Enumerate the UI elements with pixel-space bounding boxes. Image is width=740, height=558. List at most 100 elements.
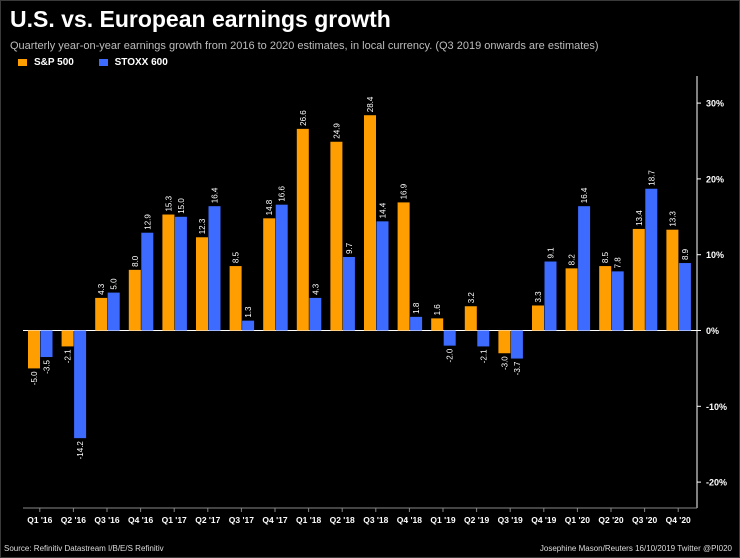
sp500-value-label: 13.3	[668, 211, 677, 227]
source-note: Source: Refinitiv Datastream I/B/E/S Ref…	[4, 544, 164, 553]
x-tick-label: Q1 '16	[27, 515, 52, 525]
sp500-bar	[128, 269, 141, 331]
y-tick-label: -20%	[706, 478, 727, 488]
sp500-bar	[464, 306, 477, 331]
y-tick-label: 20%	[706, 174, 724, 184]
sp500-bar	[565, 268, 578, 331]
stoxx600-value-label: 5.0	[110, 278, 119, 290]
legend: S&P 500 STOXX 600	[18, 57, 190, 69]
sp500-value-label: 3.3	[534, 291, 543, 303]
sp500-value-label: 8.5	[232, 251, 241, 263]
sp500-bar	[196, 237, 208, 331]
sp500-bar	[632, 228, 645, 331]
stoxx600-bar	[342, 256, 355, 331]
sp500-value-label: 1.6	[433, 304, 442, 316]
x-tick-label: Q4 '19	[531, 515, 556, 525]
stoxx600-value-label: -14.2	[76, 441, 85, 460]
stoxx600-value-label: 16.6	[278, 186, 287, 202]
chart-subtitle: Quarterly year-on-year earnings growth f…	[10, 40, 599, 52]
stoxx600-bar	[578, 206, 591, 331]
y-tick-label: -10%	[706, 402, 727, 412]
stoxx600-bar	[74, 330, 87, 439]
stoxx600-bar	[544, 261, 557, 331]
stoxx600-bar	[678, 263, 691, 331]
stoxx600-value-label: 1.8	[412, 302, 421, 314]
sp500-bar	[162, 214, 175, 331]
x-tick-label: Q4 '18	[397, 515, 422, 525]
x-tick-label: Q3 '18	[363, 515, 388, 525]
sp500-value-label: 8.0	[131, 255, 140, 267]
y-tick-label: 30%	[706, 99, 724, 109]
sp500-bar	[599, 266, 612, 331]
chart-title: U.S. vs. European earnings growth	[10, 6, 391, 32]
sp500-value-label: 4.3	[97, 283, 106, 295]
stoxx600-value-label: 4.3	[311, 283, 320, 295]
x-tick-label: Q3 '20	[632, 515, 657, 525]
sp500-value-label: 12.3	[198, 218, 207, 234]
stoxx600-value-label: 18.7	[647, 170, 656, 186]
stoxx600-value-label: 15.0	[177, 198, 186, 214]
stoxx600-bar	[107, 292, 120, 331]
stoxx600-bar	[645, 188, 658, 331]
stoxx600-value-label: 7.8	[614, 257, 623, 269]
sp500-value-label: 13.4	[635, 210, 644, 226]
sp500-bar	[95, 297, 108, 331]
stoxx600-bar	[141, 232, 154, 331]
legend-item-stoxx600: STOXX 600	[98, 57, 168, 68]
stoxx600-bar	[477, 330, 490, 347]
x-tick-label: Q1 '20	[565, 515, 590, 525]
sp500-value-label: -3.0	[500, 356, 509, 370]
sp500-bar	[397, 202, 410, 331]
x-tick-label: Q1 '19	[430, 515, 455, 525]
stoxx600-value-label: -3.5	[43, 359, 52, 373]
x-tick-label: Q1 '17	[162, 515, 187, 525]
sp500-value-label: -5.0	[30, 371, 39, 385]
stoxx600-value-label: 12.9	[143, 214, 152, 230]
sp500-value-label: 28.4	[366, 96, 375, 112]
legend-label-sp500: S&P 500	[34, 57, 74, 68]
stoxx600-bar	[275, 204, 288, 331]
legend-swatch-stoxx600	[98, 59, 108, 66]
stoxx600-value-label: 14.4	[379, 202, 388, 218]
stoxx600-bar	[611, 271, 624, 331]
sp500-bar	[330, 141, 343, 331]
x-tick-label: Q2 '17	[195, 515, 220, 525]
stoxx600-bar	[510, 330, 523, 359]
sp500-bar	[666, 229, 679, 331]
stoxx600-bar	[376, 221, 389, 331]
sp500-value-label: 26.6	[299, 110, 308, 126]
sp500-bar	[263, 218, 276, 331]
x-tick-label: Q3 '19	[498, 515, 523, 525]
sp500-bar	[61, 330, 74, 347]
stoxx600-value-label: 9.7	[345, 242, 354, 254]
x-tick-label: Q2 '16	[61, 515, 86, 525]
stoxx600-bar	[174, 216, 187, 331]
sp500-value-label: 8.5	[601, 251, 610, 263]
sp500-bar	[229, 266, 242, 331]
legend-item-sp500: S&P 500	[18, 57, 74, 68]
sp500-bar	[498, 330, 511, 354]
stoxx600-value-label: 16.4	[211, 187, 220, 203]
stoxx600-bar	[242, 320, 255, 331]
stoxx600-value-label: 1.3	[244, 306, 253, 318]
sp500-value-label: 15.3	[164, 195, 173, 211]
sp500-bar	[296, 128, 309, 331]
x-tick-label: Q2 '18	[330, 515, 355, 525]
sp500-value-label: 14.8	[265, 199, 274, 215]
sp500-bar	[28, 330, 40, 369]
sp500-value-label: 8.2	[568, 254, 577, 266]
sp500-value-label: -2.1	[64, 349, 73, 363]
x-tick-label: Q2 '19	[464, 515, 489, 525]
sp500-value-label: 16.9	[400, 183, 409, 199]
stoxx600-bar	[208, 206, 221, 331]
sp500-bar	[532, 305, 544, 331]
stoxx600-bar	[410, 316, 423, 331]
x-tick-label: Q3 '17	[229, 515, 254, 525]
legend-label-stoxx600: STOXX 600	[114, 57, 168, 68]
y-tick-label: 10%	[706, 250, 724, 260]
stoxx600-bar	[309, 297, 322, 331]
y-tick-label: 0%	[706, 326, 719, 336]
credit-note: Josephine Mason/Reuters 16/10/2019 Twitt…	[539, 544, 732, 553]
x-tick-label: Q3 '16	[94, 515, 119, 525]
